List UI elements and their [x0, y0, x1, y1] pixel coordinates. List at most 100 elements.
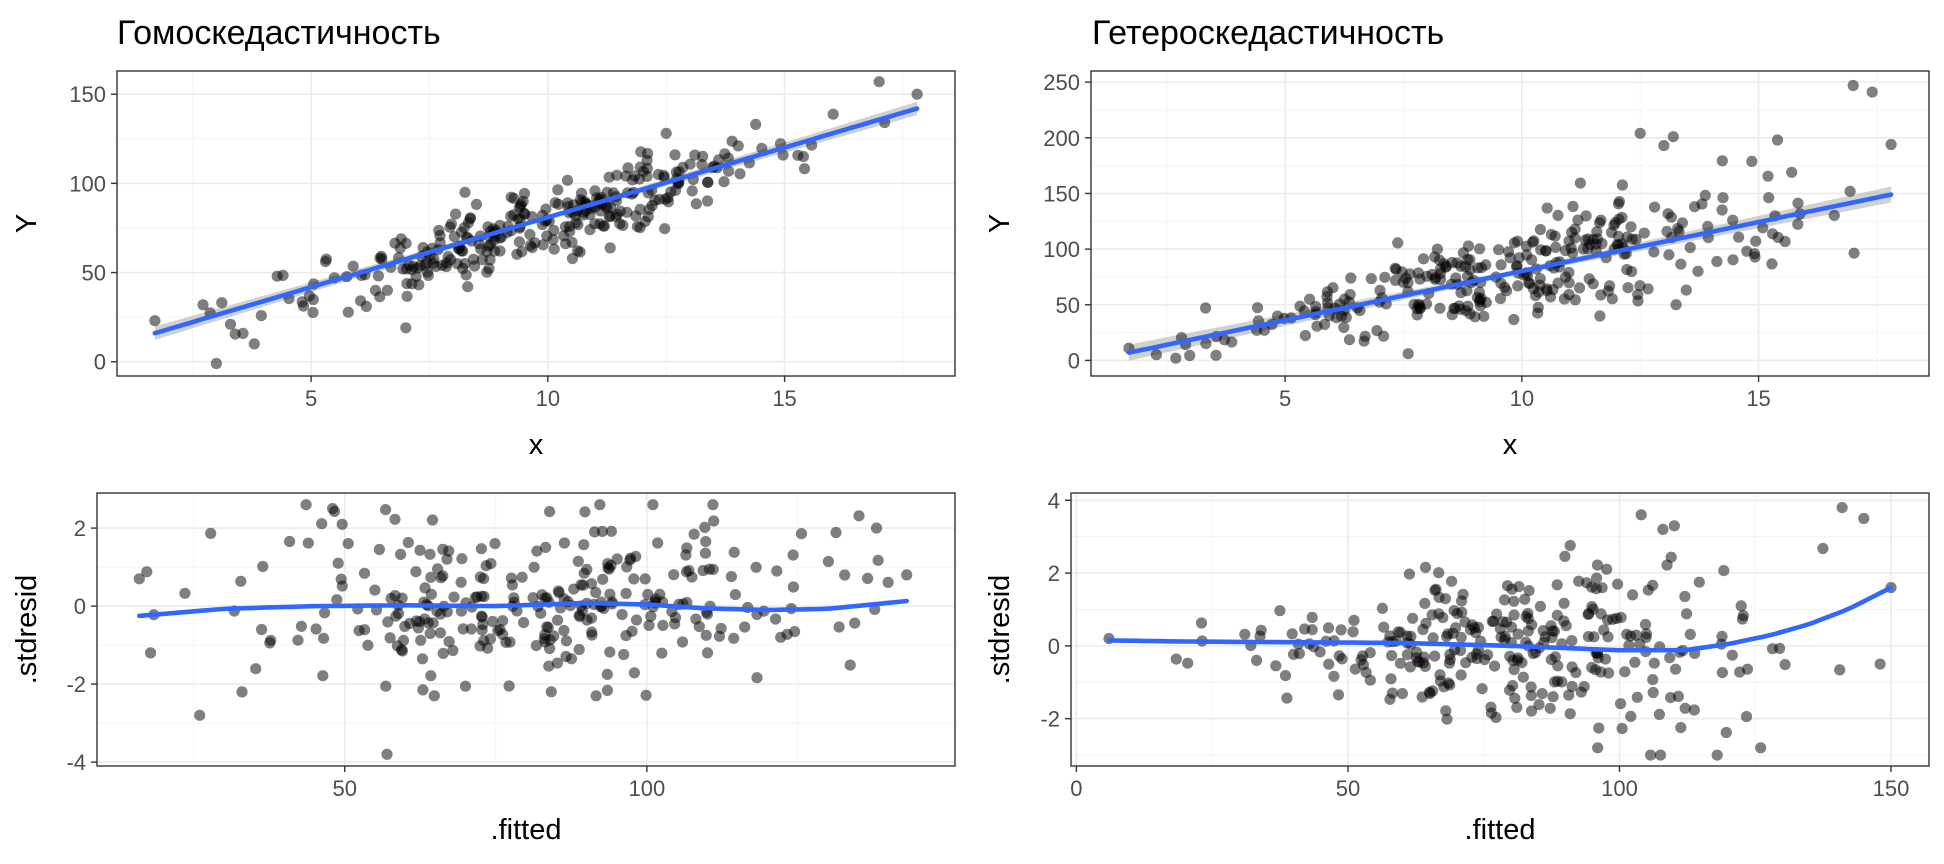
data-point [317, 670, 329, 682]
data-point [1394, 657, 1406, 669]
y-tick-label: -2 [1040, 707, 1060, 732]
data-point [1680, 284, 1692, 296]
data-point [396, 645, 408, 657]
data-point [1525, 681, 1537, 693]
data-point [1434, 669, 1446, 681]
data-point [450, 208, 462, 220]
data-point [401, 263, 413, 275]
x-tick-label: 100 [1601, 776, 1638, 801]
data-point [400, 322, 412, 334]
data-point [1603, 667, 1615, 679]
data-point [1512, 235, 1524, 247]
data-point [1684, 628, 1696, 641]
data-point [1533, 699, 1545, 711]
data-point [1509, 692, 1521, 704]
data-point [1755, 742, 1767, 754]
data-point [406, 278, 418, 290]
data-point [478, 590, 490, 603]
data-point [457, 262, 469, 275]
data-point [634, 203, 646, 215]
data-point [590, 690, 602, 702]
data-point [1558, 597, 1570, 609]
data-point [257, 560, 269, 573]
data-point [1733, 231, 1745, 243]
data-point [422, 269, 434, 281]
data-point [1520, 610, 1532, 623]
data-point [1448, 605, 1460, 617]
data-point [686, 571, 698, 583]
plot-background [117, 71, 955, 376]
data-point [1519, 593, 1531, 605]
data-point [424, 548, 436, 560]
data-point [1766, 643, 1779, 655]
data-point [376, 253, 388, 265]
data-point [1563, 689, 1575, 701]
data-point [1670, 299, 1682, 311]
data-point [1627, 589, 1639, 601]
data-point [552, 184, 564, 196]
data-point [459, 680, 472, 692]
data-point [1665, 692, 1677, 704]
data-point [1626, 265, 1638, 278]
data-point [511, 605, 523, 617]
data-point [465, 623, 477, 635]
data-point [435, 572, 447, 584]
data-point [659, 223, 671, 235]
data-point [432, 563, 444, 575]
data-point [584, 224, 596, 236]
data-point [604, 646, 616, 658]
data-point [1258, 324, 1270, 336]
data-point [771, 565, 783, 577]
data-point [1578, 681, 1590, 693]
data-point [1525, 690, 1537, 702]
data-point [1333, 650, 1345, 662]
data-point [1462, 240, 1475, 252]
data-point [1848, 247, 1860, 259]
data-point [1547, 691, 1559, 703]
data-point [1338, 321, 1350, 333]
data-point [448, 591, 460, 603]
data-point [505, 572, 517, 584]
data-point [1455, 287, 1467, 299]
data-point [417, 242, 429, 254]
data-point [551, 657, 564, 669]
data-point [699, 547, 712, 559]
data-point [1573, 282, 1586, 294]
data-point [1455, 669, 1467, 681]
data-point [1443, 657, 1455, 669]
data-point [1735, 600, 1747, 612]
data-point [477, 618, 489, 631]
x-tick-label: 150 [1873, 776, 1910, 801]
data-point [332, 557, 344, 569]
data-point [616, 608, 628, 621]
data-point [1567, 200, 1579, 213]
data-point [194, 709, 206, 721]
data-point [1513, 252, 1525, 264]
data-point [462, 281, 474, 293]
data-point [380, 504, 392, 516]
y-tick-label: 50 [82, 261, 106, 286]
data-point [1866, 86, 1878, 98]
data-point [1601, 563, 1613, 575]
data-point [1508, 664, 1520, 676]
data-point [844, 659, 856, 671]
data-point [601, 684, 614, 697]
plot-background [97, 493, 955, 766]
data-point [256, 623, 268, 636]
data-point [634, 161, 646, 173]
data-point [689, 149, 701, 161]
data-point [620, 630, 632, 642]
data-point [1844, 185, 1856, 197]
data-point [1573, 575, 1585, 587]
data-point [729, 589, 742, 601]
data-point [1478, 310, 1490, 322]
data-point [1270, 660, 1282, 672]
data-point [1508, 313, 1520, 326]
data-point [781, 628, 793, 640]
data-point [1347, 626, 1359, 638]
data-point [1440, 705, 1452, 717]
data-point [1507, 654, 1519, 667]
data-point [560, 238, 572, 250]
data-point [1664, 652, 1676, 664]
data-point [696, 159, 708, 171]
